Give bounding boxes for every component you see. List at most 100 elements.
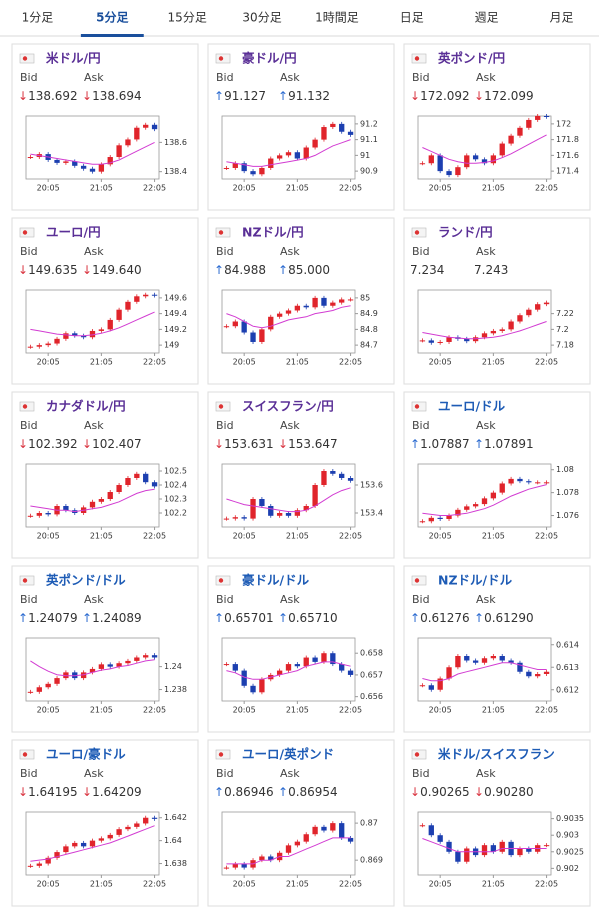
candle	[535, 482, 541, 484]
bid-number: 153.631	[224, 437, 274, 451]
moving-average	[30, 141, 155, 165]
candle	[232, 163, 238, 168]
ask-label: Ask	[476, 245, 496, 258]
candle	[134, 473, 140, 478]
pair-title[interactable]: ユーロ/ドル	[438, 399, 506, 414]
bid-arrow: ↑	[214, 263, 224, 277]
plot-area	[25, 463, 160, 528]
bid-value: ↑1.24079	[18, 611, 78, 625]
bid-arrow: ↑	[410, 611, 420, 625]
x-tick-label: 21:05	[286, 358, 309, 367]
candle	[125, 301, 131, 310]
candle	[526, 671, 532, 677]
candle	[285, 513, 292, 516]
pair-title[interactable]: カナダドル/円	[46, 399, 126, 414]
candle	[45, 683, 51, 688]
candle	[63, 846, 69, 853]
candle	[428, 155, 434, 164]
tab[interactable]: 日足	[400, 11, 424, 25]
flag-mark	[22, 230, 28, 235]
candle	[419, 825, 426, 827]
candle	[428, 685, 434, 690]
candle	[36, 513, 42, 516]
candle	[125, 660, 131, 664]
candle	[143, 655, 149, 658]
candle	[241, 321, 247, 333]
x-tick-label: 21:05	[286, 880, 309, 889]
bid-number: 1.24079	[28, 611, 78, 625]
ask-number: 153.647	[288, 437, 338, 451]
candle	[294, 664, 301, 667]
tab[interactable]: 1時間足	[315, 11, 359, 25]
candle	[419, 163, 426, 165]
pair-title[interactable]: NZドル/ドル	[438, 573, 513, 588]
pair-title[interactable]: 英ポンド/ドル	[46, 573, 126, 588]
moving-average	[226, 487, 351, 513]
candle	[499, 329, 505, 331]
ask-value: ↑0.61290	[474, 611, 534, 625]
y-tick-label: 138.6	[164, 138, 187, 147]
candle	[63, 672, 69, 679]
tab[interactable]: 5分足	[96, 10, 128, 25]
candle	[464, 338, 470, 342]
ask-arrow: ↓	[474, 89, 484, 103]
active-tab-underline	[80, 34, 144, 37]
pair-title[interactable]: 豪ドル/ドル	[242, 573, 310, 588]
candle	[303, 657, 309, 667]
pair-title[interactable]: NZドル/円	[242, 225, 304, 240]
y-tick-label: 0.902	[556, 864, 579, 873]
bid-label: Bid	[216, 245, 234, 258]
candle	[330, 123, 336, 128]
x-tick-label: 21:05	[286, 706, 309, 715]
ask-value: ↓0.90280	[474, 785, 534, 799]
candle	[232, 321, 238, 327]
pair-title[interactable]: ユーロ/豪ドル	[46, 747, 126, 762]
candle	[268, 316, 274, 330]
ask-label: Ask	[84, 767, 104, 780]
pair-title[interactable]: スイスフラン/円	[242, 399, 334, 414]
candle	[321, 297, 327, 306]
x-tick-label: 21:05	[90, 532, 113, 541]
candle	[98, 838, 105, 841]
candle	[250, 499, 256, 519]
flag-mark	[218, 752, 224, 757]
tab[interactable]: 15分足	[168, 11, 207, 25]
pair-title[interactable]: ランド/円	[438, 225, 493, 240]
plot-area	[417, 289, 552, 354]
tab[interactable]: 週足	[475, 11, 499, 25]
pair-title[interactable]: 豪ドル/円	[242, 51, 297, 66]
pair-title[interactable]: ユーロ/円	[46, 225, 101, 240]
x-tick-label: 21:05	[482, 184, 505, 193]
flag-mark	[218, 404, 224, 409]
tab[interactable]: 30分足	[242, 11, 281, 25]
pair-title[interactable]: 英ポンド/円	[438, 51, 505, 66]
ask-arrow: ↓	[82, 785, 92, 799]
tab[interactable]: 1分足	[22, 11, 54, 25]
candle	[80, 335, 87, 338]
pair-card[interactable]: ランド/円 Bid Ask 7.234 7.243 7.18 7.2 7.22 20:05 21:…	[403, 217, 591, 385]
moving-average	[226, 139, 351, 167]
x-tick-label: 21:05	[482, 532, 505, 541]
x-tick-label: 20:05	[429, 880, 452, 889]
pair-title[interactable]: 米ドル/円	[45, 51, 101, 66]
pair-title[interactable]: ユーロ/英ポンド	[242, 747, 334, 762]
candle	[134, 657, 140, 661]
tab[interactable]: 月足	[550, 11, 574, 25]
x-tick-label: 21:05	[90, 880, 113, 889]
pair-title[interactable]: 米ドル/スイスフラン	[437, 747, 555, 762]
